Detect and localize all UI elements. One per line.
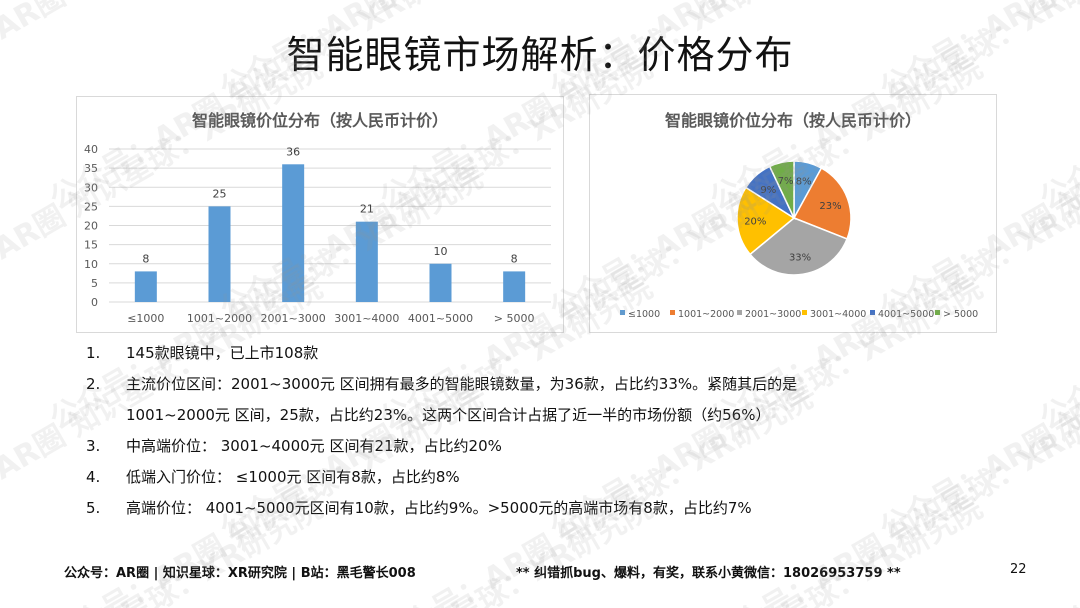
watermark-text: 公众号：AR圈 知识星球：XR研究院: [1034, 160, 1080, 438]
legend-label: ≤1000: [628, 309, 660, 320]
pie-chart: 智能眼镜价位分布（按人民币计价） 8% 23% 33% 20% 9% 7% ≤1000 100…: [589, 94, 997, 333]
pie-chart-plot: 8% 23% 33% 20% 9%7% ≤1000 1001~2000 2001~3000 30…: [620, 160, 978, 320]
x-tick-label: 3001~4000: [334, 312, 399, 325]
bar: [429, 263, 452, 302]
legend-swatch: [935, 310, 940, 315]
y-tick-label: 25: [84, 200, 98, 213]
legend-swatch: [620, 310, 625, 315]
legend-swatch: [802, 310, 807, 315]
y-tick-label: 15: [84, 239, 98, 252]
legend-label: 4001~5000: [878, 309, 934, 320]
point-4: 4. 低端入门价位： ≤1000元 区间有8款，占比约8%: [86, 462, 986, 493]
legend-label: 2001~3000: [745, 309, 801, 320]
pie-data-label: 9%: [760, 185, 776, 196]
legend-label: 3001~4000: [810, 309, 866, 320]
point-text: 中高端价位： 3001~4000元 区间有21款，占比约20%: [126, 437, 502, 455]
point-text: 高端价位： 4001~5000元区间有10款，占比约9%。>5000元的高端市场…: [126, 499, 752, 517]
legend-swatch: [870, 310, 875, 315]
pie-slice: [749, 217, 848, 276]
bar-data-label: 36: [286, 145, 300, 158]
legend-swatch: [670, 310, 675, 315]
footer-contact: ** 纠错抓bug、爆料，有奖，联系小黄微信：18026953759 **: [516, 566, 901, 581]
footer: 公众号：AR圈 | 知识星球：XR研究院 | B站：黑毛警长008 ** 纠错抓…: [64, 562, 1027, 582]
y-tick-label: 35: [84, 162, 98, 175]
pie-slice: [792, 167, 852, 240]
x-tick-label: > 5000: [494, 312, 535, 325]
bar: [282, 164, 305, 302]
pie-slice: [736, 186, 796, 256]
analysis-points: 1. 145款眼镜中，已上市108款 2. 主流价位区间：2001~3000元 …: [86, 338, 986, 524]
page-number: 22: [1010, 562, 1027, 577]
point-text-continued: 1001~2000元 区间，25款，占比约23%。这两个区间合计占据了近一半的市…: [126, 406, 771, 424]
bar-chart: 智能眼镜价位分布（按人民币计价） 0 5 10 15 20 25 30 35 40 8 ≤1000 2…: [76, 96, 564, 333]
pie-data-label: 33%: [789, 252, 811, 263]
y-tick-label: 5: [91, 277, 98, 290]
watermark-text: 公众号：AR圈 知识星球：XR研究院: [1034, 380, 1080, 608]
legend-label: > 5000: [943, 309, 978, 320]
footer-source: 公众号：AR圈 | 知识星球：XR研究院 | B站：黑毛警长008: [64, 566, 416, 581]
x-tick-label: ≤1000: [127, 312, 164, 325]
point-2: 2. 主流价位区间：2001~3000元 区间拥有最多的智能眼镜数量，为36款，…: [86, 369, 986, 431]
bar-data-label: 8: [511, 252, 518, 265]
bar-data-label: 25: [213, 187, 227, 200]
point-text: 145款眼镜中，已上市108款: [126, 344, 319, 362]
pie-slice: [768, 160, 795, 219]
point-3: 3. 中高端价位： 3001~4000元 区间有21款，占比约20%: [86, 431, 986, 462]
point-number: 2.: [86, 375, 101, 393]
point-text: 低端入门价位： ≤1000元 区间有8款，占比约8%: [126, 468, 460, 486]
bar-chart-plot: 0 5 10 15 20 25 30 35 40 8 ≤1000 25 1001~2000 36 2001~…: [84, 143, 551, 325]
pie-data-label: 23%: [819, 201, 841, 212]
pie-chart-title: 智能眼镜价位分布（按人民币计价）: [664, 111, 921, 130]
page-title: 智能眼镜市场解析：价格分布: [286, 33, 794, 77]
bar-data-label: 10: [434, 245, 448, 258]
pie-data-label: 7%: [778, 176, 794, 187]
x-tick-label: 4001~5000: [408, 312, 473, 325]
point-1: 1. 145款眼镜中，已上市108款: [86, 338, 986, 369]
bar-chart-title: 智能眼镜价位分布（按人民币计价）: [191, 111, 448, 130]
point-number: 5.: [86, 499, 101, 517]
pie-data-label: 20%: [744, 216, 766, 227]
y-tick-label: 20: [84, 220, 98, 233]
bar: [503, 271, 526, 302]
legend-label: 1001~2000: [678, 309, 734, 320]
y-tick-label: 0: [91, 296, 98, 309]
x-tick-label: 1001~2000: [187, 312, 252, 325]
legend-swatch: [737, 310, 742, 315]
y-tick-label: 30: [84, 181, 98, 194]
pie-data-label: 8%: [796, 176, 812, 187]
bar: [208, 206, 231, 302]
bar-data-label: 8: [142, 252, 149, 265]
x-tick-label: 2001~3000: [261, 312, 326, 325]
point-number: 3.: [86, 437, 101, 455]
y-tick-label: 10: [84, 258, 98, 271]
point-number: 4.: [86, 468, 101, 486]
y-tick-label: 40: [84, 143, 98, 156]
point-text: 主流价位区间：2001~3000元 区间拥有最多的智能眼镜数量，为36款，占比约…: [126, 375, 798, 393]
bar: [355, 221, 378, 302]
bar-data-label: 21: [360, 203, 374, 216]
point-number: 1.: [86, 344, 101, 362]
point-5: 5. 高端价位： 4001~5000元区间有10款，占比约9%。>5000元的高…: [86, 493, 986, 524]
bar: [134, 271, 157, 302]
